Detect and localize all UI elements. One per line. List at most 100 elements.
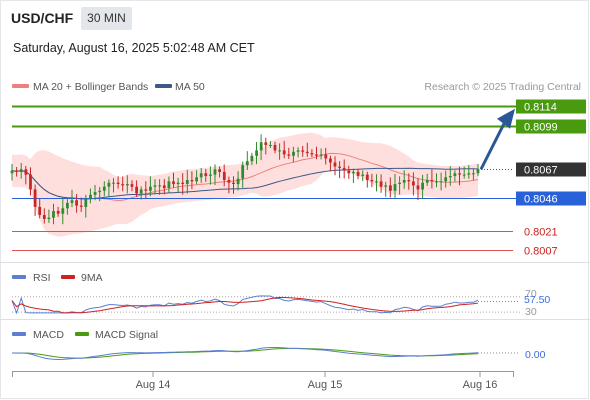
rsi-level-30-label: 30	[525, 306, 537, 318]
candle-body	[33, 189, 37, 207]
x-tick-label: Aug 14	[136, 379, 171, 391]
candle-body	[329, 158, 332, 163]
candle-body	[130, 184, 134, 187]
level-0-8046-label: 0.8046	[524, 194, 558, 206]
candle-body	[199, 173, 203, 178]
candle-body	[352, 171, 355, 174]
timestamp-label: Saturday, August 16, 2025 5:02:48 AM CET	[13, 41, 255, 55]
candle-body	[209, 174, 212, 176]
bollinger-bands	[12, 132, 478, 237]
candle-body	[458, 173, 461, 175]
candle-body	[324, 154, 328, 159]
level-0-8021-label: 0.8021	[524, 227, 558, 239]
x-tick-label: Aug 16	[463, 379, 498, 391]
legend-label-rsi: RSI	[33, 272, 51, 284]
candlesticks	[10, 134, 480, 225]
candle-body	[75, 200, 78, 206]
candle-body	[389, 185, 392, 191]
candle-body	[462, 174, 466, 176]
level-0-8007-label: 0.8007	[524, 246, 558, 258]
candle-body	[296, 150, 300, 152]
rsi-ma-line	[11, 296, 479, 314]
candle-body	[102, 186, 106, 191]
candle-body	[453, 173, 457, 176]
legend-label-ma20: MA 20 + Bollinger Bands	[33, 81, 148, 93]
candle-body	[393, 184, 397, 191]
candle-body	[126, 184, 129, 186]
candle-body	[185, 180, 189, 184]
legend-swatch-ma50	[155, 84, 172, 88]
candle-body	[402, 180, 406, 183]
candle-body	[181, 182, 185, 184]
candle-body	[47, 217, 51, 219]
macd-signal-line	[12, 347, 479, 359]
credit-label: Research © 2025 Trading Central	[424, 81, 581, 93]
candle-body	[195, 177, 198, 182]
candle-body	[319, 154, 323, 156]
candle-body	[425, 180, 429, 183]
candle-body	[259, 142, 263, 151]
candle-body	[89, 194, 92, 199]
candle-body	[24, 169, 28, 175]
candle-body	[439, 181, 443, 183]
candle-body	[278, 150, 281, 152]
timeframe-button[interactable]: 30 MIN	[81, 7, 132, 30]
level-0-8099-label: 0.8099	[524, 122, 558, 134]
candle-body	[301, 150, 305, 152]
macd-line	[11, 347, 479, 361]
candle-body	[70, 200, 74, 203]
candle-body	[398, 182, 401, 184]
candle-body	[250, 155, 254, 162]
legend-label-ma50: MA 50	[175, 81, 205, 93]
candle-body	[269, 145, 272, 146]
candle-body	[365, 174, 369, 180]
legend-swatch-rsi	[12, 275, 26, 279]
candle-body	[213, 169, 217, 175]
x-axis-ticks: Aug 14 Aug 15 Aug 16	[12, 371, 514, 391]
candle-body	[273, 145, 277, 151]
legend-swatch-macd-signal	[75, 332, 89, 336]
rsi-lines	[11, 295, 520, 315]
candle-body	[42, 215, 46, 219]
candle-body	[158, 185, 162, 187]
candle-body	[315, 154, 318, 156]
candle-body	[255, 150, 258, 156]
candle-body	[98, 190, 102, 193]
candle-body	[15, 170, 18, 172]
candle-body	[264, 142, 268, 145]
candle-body	[467, 173, 471, 175]
x-tick-label: Aug 15	[308, 379, 343, 391]
candle-body	[135, 186, 138, 194]
candle-body	[121, 184, 125, 186]
candle-body	[310, 153, 314, 155]
candle-body	[227, 180, 231, 183]
level-0-8046-box	[516, 191, 586, 206]
candle-body	[435, 181, 438, 183]
candle-body	[333, 162, 337, 167]
candle-body	[139, 189, 143, 194]
candle-body	[305, 151, 309, 154]
rsi-line	[11, 295, 479, 315]
candle-body	[379, 181, 383, 187]
candle-body	[29, 174, 32, 190]
level-0-8067-label: 0.8067	[524, 165, 558, 177]
candle-body	[375, 181, 378, 183]
candle-body	[472, 173, 475, 175]
candle-body	[292, 151, 295, 156]
candle-body	[222, 171, 226, 180]
candle-body	[52, 211, 55, 218]
candle-body	[79, 205, 83, 207]
rsi-level-70-label: 70	[525, 288, 537, 300]
macd-lines	[11, 347, 520, 361]
chart-header: USD/CHF 30 MIN	[0, 0, 590, 36]
candle-body	[19, 169, 23, 172]
candle-body	[93, 192, 97, 195]
level-0-8114-label: 0.8114	[524, 102, 557, 114]
candle-body	[338, 166, 341, 168]
price-levels: 0.8114 0.8099 0.8067 0.8046 0.8021 0.8007	[12, 99, 586, 258]
candle-body	[370, 180, 374, 182]
forecast-arrow	[479, 108, 515, 170]
candle-body	[384, 185, 388, 187]
